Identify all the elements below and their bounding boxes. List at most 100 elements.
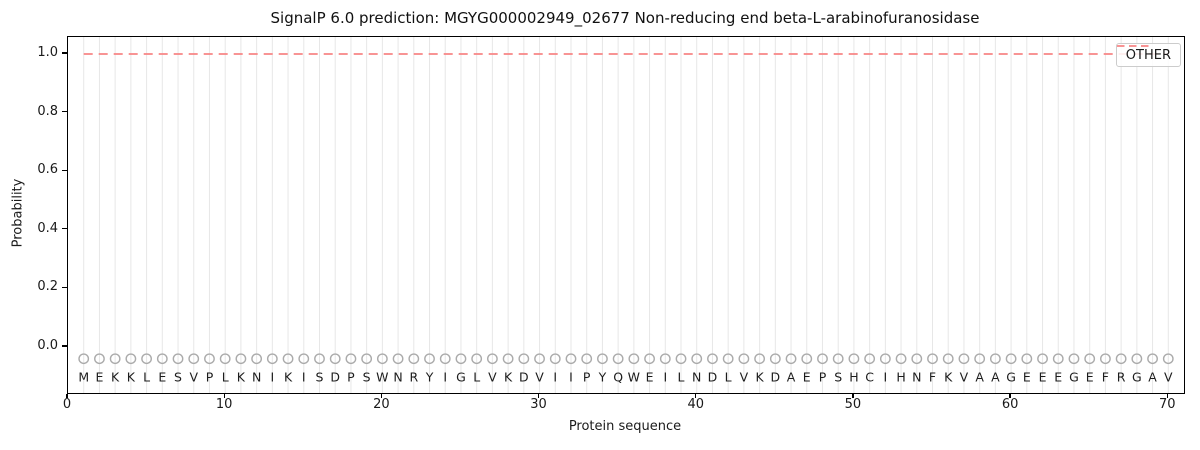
residue-marker-circle [424, 353, 435, 365]
legend: OTHER [1115, 43, 1181, 67]
x-tick-label: 40 [687, 397, 704, 412]
residue-letter: Y [598, 370, 607, 385]
residue-letter: H [849, 370, 858, 385]
residue-letter: K [756, 370, 765, 385]
residue-letter: V [189, 370, 198, 385]
residue-marker-circle [738, 353, 750, 365]
residue-letter: G [1069, 370, 1079, 385]
residue-letter: D [330, 370, 340, 385]
x-tick-mark [1166, 393, 1168, 398]
residue-marker-circle [1052, 353, 1064, 365]
residue-marker-circle [518, 353, 530, 365]
residue-letter: K [237, 370, 246, 385]
x-tick-label: 30 [530, 397, 547, 412]
residue-letter: E [1086, 370, 1094, 385]
residue-marker-circle [219, 353, 231, 365]
residue-letter: S [174, 370, 182, 385]
residue-letter: D [519, 370, 529, 385]
residue-letter: W [628, 370, 640, 385]
residue-marker-circle [691, 353, 703, 365]
residue-marker-circle [94, 353, 105, 365]
x-tick-mark [695, 393, 697, 398]
y-tick-mark [62, 345, 67, 347]
residue-marker-circle [125, 353, 137, 365]
residue-letter: E [95, 370, 103, 385]
residue-marker-circle [848, 353, 860, 365]
residue-marker-circle [251, 353, 263, 365]
residue-marker-circle [911, 353, 923, 365]
residue-marker-circle [109, 353, 121, 365]
residue-marker-circle [282, 353, 294, 365]
residue-letter: L [678, 370, 685, 385]
residue-letter: N [692, 370, 701, 385]
residue-letter: E [803, 370, 811, 385]
residue-letter: P [347, 370, 355, 385]
residue-letter: R [409, 370, 418, 385]
residue-letter: H [896, 370, 905, 385]
y-tick-label: 0.2 [37, 279, 58, 295]
residue-marker-circle [942, 353, 954, 365]
residue-marker-circle [1037, 353, 1048, 365]
residue-marker-circle [1005, 353, 1017, 365]
residue-letter: K [111, 370, 120, 385]
x-tick-label: 10 [215, 397, 233, 412]
x-tick-mark [380, 393, 382, 398]
residue-letter: C [865, 370, 874, 385]
residue-letter: V [535, 370, 544, 385]
residue-letter: S [834, 370, 842, 385]
residue-letter: Y [425, 370, 434, 385]
x-tick-mark [1009, 393, 1011, 398]
residue-letter: K [944, 370, 953, 385]
residue-letter: L [473, 370, 480, 385]
residue-letter: D [708, 370, 718, 385]
residue-marker-circle [266, 353, 278, 365]
residue-marker-circle [754, 353, 766, 365]
y-tick-label: 0.6 [37, 162, 58, 178]
y-tick-mark [62, 110, 67, 113]
legend-dashed-line-icon [1116, 45, 1149, 47]
residue-marker-circle [597, 353, 608, 365]
residue-letter: A [787, 370, 796, 385]
residue-letter: P [819, 370, 827, 385]
x-tick-label: 0 [62, 397, 72, 412]
y-tick-mark [62, 52, 67, 54]
residue-letter: G [456, 370, 466, 385]
residue-letter: G [1132, 370, 1142, 385]
residue-marker-circle [329, 353, 341, 365]
residue-letter: L [725, 370, 732, 385]
x-tick-mark [852, 393, 854, 398]
residue-letter: A [1148, 370, 1157, 385]
residue-marker-circle [958, 353, 970, 365]
residue-marker-circle [235, 353, 247, 365]
plot-title: SignalP 6.0 prediction: MGYG000002949_02… [270, 9, 980, 27]
residue-marker-circle [172, 353, 184, 365]
residue-marker-circle [581, 353, 593, 365]
residue-marker-circle [188, 353, 200, 365]
residue-letter: R [1117, 370, 1126, 385]
residue-marker-circle [156, 353, 168, 365]
residue-marker-circle [722, 353, 734, 365]
y-tick-label: 1.0 [37, 44, 58, 60]
residue-marker-circle [864, 353, 876, 365]
residue-letter: A [975, 370, 984, 385]
y-tick-label: 0.8 [37, 103, 58, 119]
residue-marker-circle [439, 353, 451, 365]
residue-marker-circle [455, 353, 467, 365]
residue-letter: E [1039, 370, 1047, 385]
residue-marker-circle [376, 353, 388, 365]
x-tick-label: 20 [373, 397, 390, 412]
residue-letter: V [740, 370, 749, 385]
x-tick-label: 50 [844, 397, 862, 412]
residue-marker-circle [534, 353, 545, 365]
residue-marker-circle [392, 353, 404, 365]
residue-marker-circle [549, 353, 561, 365]
residue-letter: E [1023, 370, 1031, 385]
residue-letter: D [771, 370, 781, 385]
residue-letter: L [143, 370, 150, 385]
residue-marker-circle [486, 353, 498, 365]
y-tick-mark [62, 228, 67, 230]
residue-marker-circle [1021, 353, 1033, 365]
residue-marker-circle [1162, 353, 1174, 365]
